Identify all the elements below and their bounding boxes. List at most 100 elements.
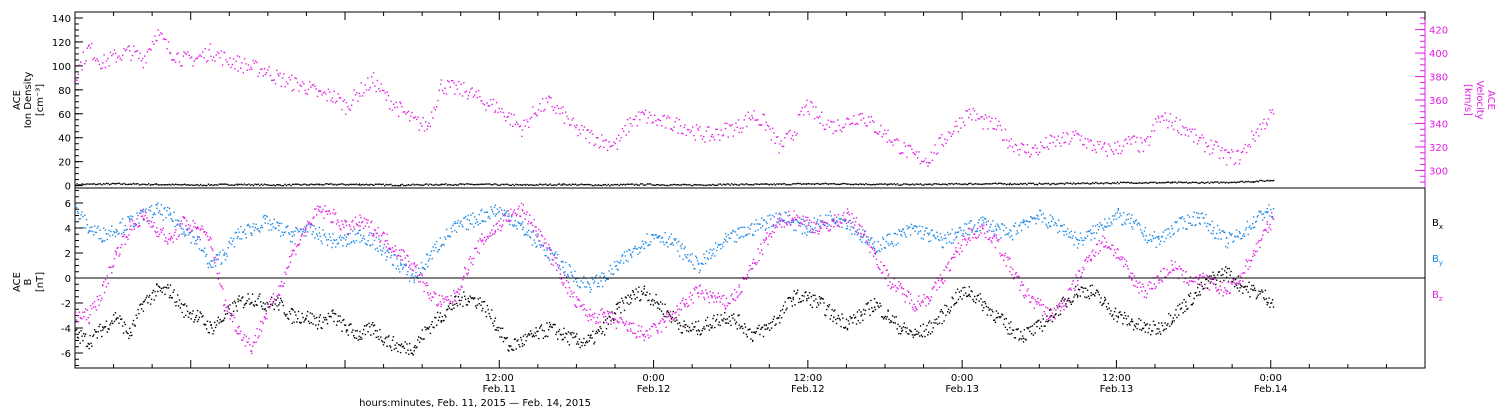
bx-point xyxy=(293,322,294,323)
by-point xyxy=(265,218,266,219)
bottom-tick-label-0: 0 xyxy=(65,274,71,285)
bx-point xyxy=(348,334,349,335)
velocity-point xyxy=(1060,145,1061,146)
by-point xyxy=(509,224,510,225)
velocity-point xyxy=(697,128,698,129)
by-point xyxy=(89,227,90,228)
by-point xyxy=(159,210,160,211)
bx-point xyxy=(307,311,308,312)
by-point xyxy=(382,250,383,251)
by-point xyxy=(751,223,752,224)
velocity-point xyxy=(1109,145,1110,146)
by-point xyxy=(629,250,630,251)
density-point xyxy=(523,184,524,185)
by-point xyxy=(760,227,761,228)
density-point xyxy=(1011,184,1012,185)
density-point xyxy=(903,183,904,184)
velocity-point xyxy=(356,92,357,93)
bx-point xyxy=(831,309,832,310)
by-point xyxy=(206,254,207,255)
density-point xyxy=(1070,183,1071,184)
by-point xyxy=(755,231,756,232)
velocity-point xyxy=(717,129,718,130)
velocity-point xyxy=(522,129,523,130)
by-point xyxy=(522,229,523,230)
density-point xyxy=(784,183,785,184)
density-point xyxy=(923,185,924,186)
bz-point xyxy=(131,229,132,230)
by-point xyxy=(1009,237,1010,238)
by-point xyxy=(469,220,470,221)
by-point xyxy=(914,230,915,231)
bx-point xyxy=(549,326,550,327)
by-point xyxy=(742,227,743,228)
bx-point xyxy=(971,291,972,292)
density-point xyxy=(1212,182,1213,183)
bx-point xyxy=(939,322,940,323)
x-tick-label-date: Feb.13 xyxy=(1100,384,1134,395)
bx-point xyxy=(1032,325,1033,326)
density-point xyxy=(858,184,859,185)
by-point xyxy=(304,226,305,227)
velocity-point xyxy=(485,109,486,110)
velocity-point xyxy=(595,144,596,145)
by-point xyxy=(1058,220,1059,221)
bx-point xyxy=(858,320,859,321)
velocity-point xyxy=(443,93,444,94)
density-point xyxy=(769,184,770,185)
bz-point xyxy=(143,209,144,210)
velocity-point xyxy=(1000,125,1001,126)
density-point xyxy=(575,184,576,185)
by-point xyxy=(986,222,987,223)
by-point xyxy=(928,234,929,235)
density-point xyxy=(701,184,702,185)
velocity-point xyxy=(205,48,206,49)
velocity-point xyxy=(447,80,448,81)
velocity-point xyxy=(436,106,437,107)
bottom-tick-label-6: 6 xyxy=(65,199,71,210)
by-point xyxy=(271,229,272,230)
bx-point xyxy=(784,312,785,313)
velocity-point xyxy=(504,116,505,117)
by-point xyxy=(903,228,904,229)
bx-point xyxy=(529,334,530,335)
density-point xyxy=(241,184,242,185)
velocity-point xyxy=(794,131,795,132)
velocity-point xyxy=(976,113,977,114)
bz-point xyxy=(107,275,108,276)
density-point xyxy=(584,184,585,185)
by-point xyxy=(1267,208,1268,209)
density-point xyxy=(278,184,279,185)
velocity-point xyxy=(330,100,331,101)
by-point xyxy=(110,231,111,232)
bz-point xyxy=(89,314,90,315)
by-point xyxy=(508,213,509,214)
by-point xyxy=(414,275,415,276)
by-point xyxy=(272,223,273,224)
density-point xyxy=(711,185,712,186)
by-point xyxy=(1131,214,1132,215)
velocity-point xyxy=(141,60,142,61)
density-point xyxy=(206,185,207,186)
bx-point xyxy=(288,318,289,319)
bx-point xyxy=(1172,321,1173,322)
velocity-point xyxy=(500,111,501,112)
velocity-point xyxy=(1204,151,1205,152)
velocity-point xyxy=(84,63,85,64)
bx-point xyxy=(1193,298,1194,299)
bx-point xyxy=(779,322,780,323)
velocity-point xyxy=(191,56,192,57)
bx-point xyxy=(855,317,856,318)
bx-point xyxy=(576,343,577,344)
density-point xyxy=(239,184,240,185)
bx-point xyxy=(1041,326,1042,327)
velocity-point xyxy=(627,119,628,120)
by-point xyxy=(111,226,112,227)
density-point xyxy=(691,185,692,186)
velocity-point xyxy=(852,123,853,124)
bx-point xyxy=(82,340,83,341)
velocity-point xyxy=(1014,144,1015,145)
bz-point xyxy=(166,241,167,242)
density-point xyxy=(1176,182,1177,183)
bx-point xyxy=(982,301,983,302)
